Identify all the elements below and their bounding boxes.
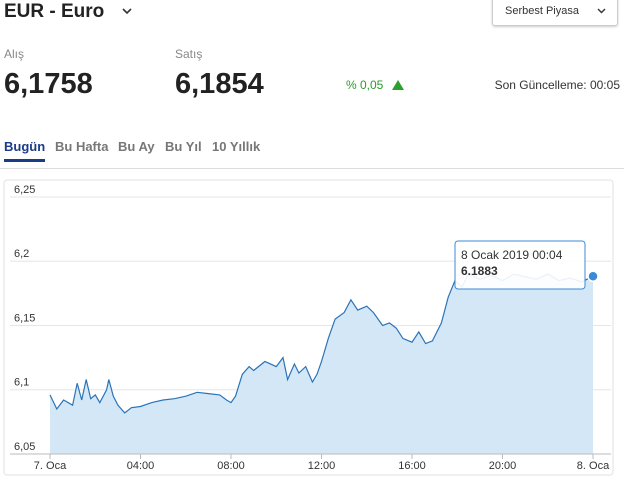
y-tick-label: 6,2	[14, 248, 29, 260]
tooltip-value: 6.1883	[461, 264, 498, 278]
change: % 0,05	[346, 78, 384, 92]
buy-label: Alış	[4, 47, 25, 61]
y-tick-label: 6,15	[14, 312, 35, 324]
up-arrow	[392, 80, 404, 90]
hover-point	[587, 270, 599, 283]
tab[interactable]: Bu Ay	[118, 139, 155, 154]
tab[interactable]: Bugün	[4, 139, 46, 162]
divider	[0, 168, 624, 169]
y-tick-label: 6,25	[14, 184, 35, 196]
sell-value: 6,1854	[175, 68, 264, 100]
tab[interactable]: Bu Hafta	[55, 139, 109, 154]
market-dropdown[interactable]: Serbest Piyasa	[492, 0, 618, 26]
x-tick-label: 08:00	[217, 460, 245, 472]
buy-value: 6,1758	[4, 68, 93, 100]
tab[interactable]: 10 Yıllık	[212, 139, 261, 154]
x-tick-label: 12:00	[308, 460, 336, 472]
x-tick-label: 7. Oca	[34, 460, 67, 472]
last-update: Son Güncelleme: 00:05	[494, 78, 620, 92]
x-tick-label: 04:00	[127, 460, 155, 472]
tooltip-label: 8 Ocak 2019 00:04	[461, 248, 563, 262]
tab[interactable]: Bu Yıl	[165, 139, 202, 154]
title[interactable]: EUR - Euro	[4, 1, 105, 22]
title-caret[interactable]	[122, 8, 132, 16]
x-tick-label: 16:00	[398, 460, 426, 472]
x-tick-label: 8. Oca	[577, 460, 610, 472]
market-label: Serbest Piyasa	[505, 5, 579, 17]
dropdown-caret	[597, 8, 606, 14]
sell-label: Satış	[175, 47, 203, 61]
x-tick-label: 20:00	[489, 460, 517, 472]
tooltip-box	[454, 240, 586, 290]
chart: 6,25 6,2 6,15 6,1 6,05 7. Oca 04:00 08:00 12:00 1…	[3, 179, 614, 476]
area	[50, 274, 593, 454]
y-tick-label: 6,05	[14, 441, 35, 453]
y-tick-label: 6,1	[14, 377, 29, 389]
